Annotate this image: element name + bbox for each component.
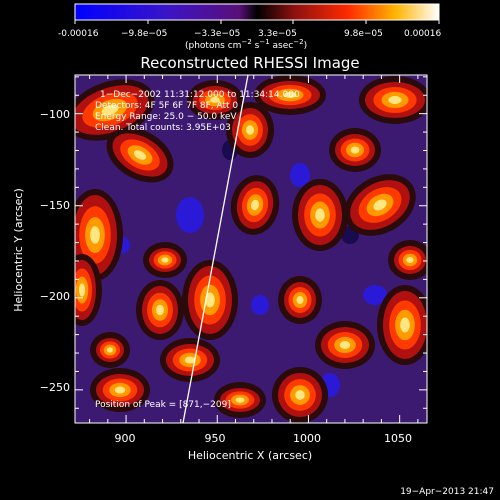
image-title: Reconstructed RHESSI Image: [140, 54, 359, 72]
colorbar-units: (photons cm−2 s−1 asec−2): [185, 38, 307, 51]
x-tick-label: 900: [115, 432, 136, 445]
emission-blob: [106, 347, 114, 353]
units-exponent: −1: [259, 38, 269, 46]
y-tick-label: −100: [40, 108, 70, 121]
emission-blob: [205, 292, 215, 308]
emission-blob: [210, 96, 220, 104]
axis-ticks: [75, 75, 427, 423]
emission-blob: [363, 285, 387, 305]
x-tick-label: 1050: [384, 432, 412, 445]
units-exponent: −2: [293, 38, 303, 46]
colorbar-tick-label: -0.00016: [58, 29, 99, 39]
emission-blob: [296, 296, 304, 304]
emission-blob: [290, 163, 310, 187]
units-text: s: [252, 41, 260, 51]
peak-position: Position of Peak = [871,−209]: [95, 400, 231, 410]
emission-blob: [235, 397, 245, 403]
emission-blob: [184, 356, 196, 364]
emission-blob: [406, 256, 414, 264]
emission-blob: [350, 146, 360, 154]
colorbar-ticks: [74, 20, 440, 24]
x-tick-label: 950: [205, 432, 226, 445]
emission-blob: [90, 226, 100, 244]
emission-blob: [388, 96, 402, 104]
solar-limb: [182, 75, 249, 423]
emission-blob: [315, 208, 325, 222]
annotation-counts: Clean. Total counts: 3.95E+03: [95, 123, 231, 133]
colorbar-tick-label: 3.3e−05: [258, 29, 297, 39]
emission-blob: [101, 104, 119, 116]
rhessi-image: [75, 75, 427, 423]
timestamp: 19−Apr−2013 21:47: [400, 487, 494, 497]
units-text: (photons cm: [185, 41, 241, 51]
annotation-energy: Energy Range: 25.0 − 50.0 keV: [95, 112, 237, 122]
emission-blobs: [75, 75, 427, 423]
colorbar-tick-label: −3.3e−05: [194, 29, 240, 39]
emission-blob: [400, 317, 410, 333]
emission-blob: [161, 257, 169, 263]
emission-blob: [339, 341, 351, 349]
plot-frame: [74, 74, 428, 424]
x-axis-title: Heliocentric X (arcsec): [188, 449, 312, 462]
y-tick-label: −250: [40, 381, 70, 394]
y-axis-title: Heliocentric Y (arcsec): [12, 188, 25, 312]
units-text: ): [304, 41, 308, 51]
emission-blob: [373, 199, 387, 211]
emission-blob: [156, 304, 164, 316]
colorbar: -0.00016 −9.8e−05 −3.3e−05 3.3e−05 9.8e−…: [58, 3, 441, 51]
x-tick-label: 1000: [293, 432, 321, 445]
units-text: asec: [270, 41, 294, 51]
annotation-time: 1−Dec−2002 11:31:12.000 to 11:34:14.000: [100, 90, 300, 100]
emission-blob: [78, 283, 86, 297]
emission-blob: [133, 150, 147, 160]
y-tick-label: −150: [40, 199, 70, 212]
emission-blob: [251, 295, 269, 315]
colorbar-tick-label: 9.8e−05: [344, 29, 383, 39]
colorbar-tick-label: −9.8e−05: [121, 29, 167, 39]
units-exponent: −2: [241, 38, 251, 46]
annotation-detectors: Detectors: 4F 5F 6F 7F 8F, Att 0: [95, 101, 238, 111]
colorbar-strip: [74, 3, 440, 21]
emission-blob: [283, 91, 297, 99]
colorbar-tick-label: 0.00016: [404, 29, 441, 39]
emission-blob: [295, 390, 305, 400]
annotation-block: 1−Dec−2002 11:31:12.000 to 11:34:14.000 …: [95, 90, 300, 133]
y-tick-label: −200: [40, 290, 70, 303]
emission-blob: [176, 197, 204, 233]
emission-blob: [246, 125, 254, 135]
emission-blob: [250, 199, 260, 211]
emission-blob: [114, 386, 126, 394]
